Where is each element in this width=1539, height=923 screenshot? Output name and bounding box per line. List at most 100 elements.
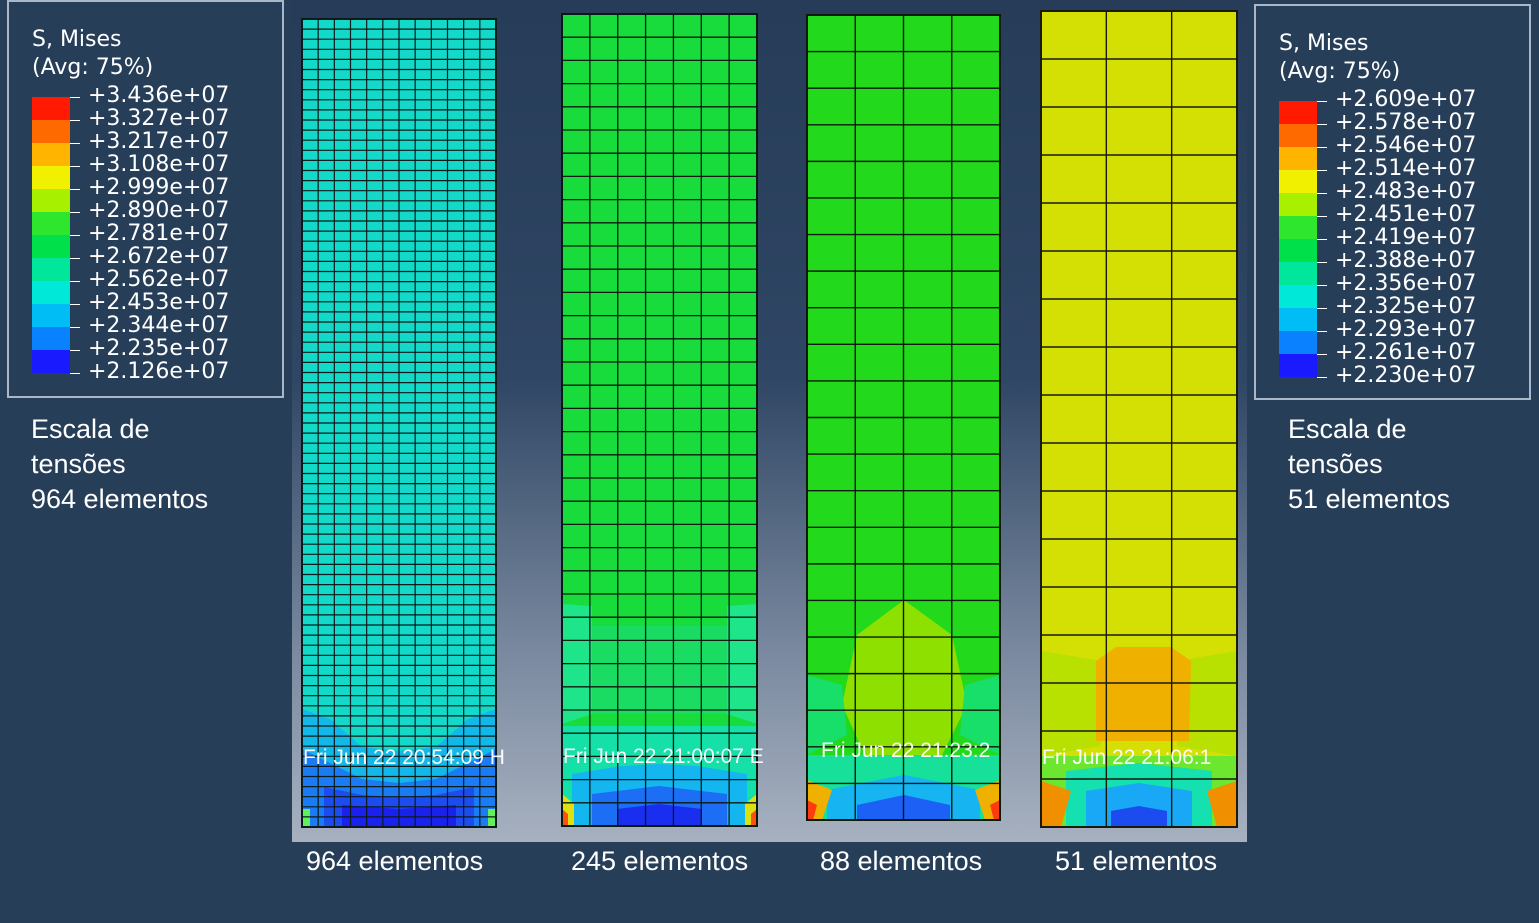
legend-tick: [70, 373, 80, 374]
legend-swatch: [32, 166, 70, 189]
legend-tick: [1317, 239, 1327, 240]
legend-value: +2.126e+07: [88, 359, 230, 384]
legend-swatch: [1279, 262, 1317, 285]
legend-swatch: [1279, 101, 1317, 124]
legend-value: +2.230e+07: [1335, 363, 1477, 388]
legend-swatch: [1279, 285, 1317, 308]
legend-tick: [1317, 285, 1327, 286]
legend-value: +2.293e+07: [1335, 317, 1477, 342]
legend-tick: [70, 143, 80, 144]
legend-swatch: [32, 258, 70, 281]
legend-tick: [1317, 354, 1327, 355]
legend-tick: [70, 166, 80, 167]
legend-value: +2.890e+07: [88, 198, 230, 223]
legend-value: +2.781e+07: [88, 221, 230, 246]
mesh-label-964: 964 elementos: [306, 846, 484, 876]
timestamp-245: Fri Jun 22 21:00:07 E: [563, 745, 764, 768]
timestamp-88: Fri Jun 22 21:23:2: [821, 739, 991, 762]
legend-swatch: [32, 327, 70, 350]
legend-swatch: [1279, 147, 1317, 170]
legend-swatch: [32, 120, 70, 143]
fem-mesh-245: [561, 13, 758, 827]
legend-swatch: [1279, 308, 1317, 331]
mesh-label-88: 88 elementos: [820, 846, 983, 876]
legend-tick: [1317, 262, 1327, 263]
timestamp-964: Fri Jun 22 20:54:09 H: [303, 746, 505, 769]
legend-value: +2.235e+07: [88, 336, 230, 361]
legend-swatch: [32, 189, 70, 212]
legend-swatch: [1279, 170, 1317, 193]
legend-value: +3.327e+07: [88, 106, 230, 131]
legend-value: +2.344e+07: [88, 313, 230, 338]
legend-left: S, Mises (Avg: 75%) +3.436e+07 +3.327e+07…: [7, 0, 284, 398]
legend-value: +2.999e+07: [88, 175, 230, 200]
caption-line: 51 elementos: [1288, 484, 1451, 514]
legend-title: S, Mises (Avg: 75%): [32, 27, 154, 80]
legend-swatch: [1279, 239, 1317, 262]
legend-tick: [70, 304, 80, 305]
legend-tick: [70, 189, 80, 190]
legend-swatch: [32, 212, 70, 235]
legend-tick: [1317, 124, 1327, 125]
legend-value: +3.217e+07: [88, 129, 230, 154]
legend-swatch: [1279, 193, 1317, 216]
legend-value: +2.578e+07: [1335, 110, 1477, 135]
fem-mesh-51: [1040, 10, 1238, 828]
legend-tick: [1317, 170, 1327, 171]
legend-value: +2.388e+07: [1335, 248, 1477, 273]
legend-value: +2.451e+07: [1335, 202, 1477, 227]
legend-tick: [70, 120, 80, 121]
caption-line: Escala de: [31, 414, 150, 444]
legend-tick: [1317, 101, 1327, 102]
mesh-label-245: 245 elementos: [571, 846, 749, 876]
legend-value: +2.453e+07: [88, 290, 230, 315]
legend-tick: [70, 327, 80, 328]
caption-line: tensões: [31, 449, 126, 479]
fem-mesh-964: [301, 18, 497, 828]
legend-swatch: [1279, 216, 1317, 239]
legend-swatch: [1279, 124, 1317, 147]
legend-value: +3.108e+07: [88, 152, 230, 177]
legend-value: +2.514e+07: [1335, 156, 1477, 181]
legend-tick: [1317, 331, 1327, 332]
legend-tick: [1317, 147, 1327, 148]
legend-tick: [70, 281, 80, 282]
legend-value: +2.672e+07: [88, 244, 230, 269]
legend-tick: [70, 97, 80, 98]
legend-value: +2.562e+07: [88, 267, 230, 292]
legend-swatch: [1279, 354, 1317, 377]
legend-right-caption: Escala de tensões 51 elementos: [1288, 412, 1450, 517]
legend-swatch: [32, 350, 70, 373]
caption-line: 964 elementos: [31, 484, 209, 514]
legend-value: +2.356e+07: [1335, 271, 1477, 296]
legend-tick: [1317, 216, 1327, 217]
legend-value: +2.483e+07: [1335, 179, 1477, 204]
legend-left-caption: Escala de tensões 964 elementos: [31, 412, 208, 517]
legend-value: +2.419e+07: [1335, 225, 1477, 250]
legend-title: S, Mises (Avg: 75%): [1279, 31, 1401, 84]
legend-value: +2.261e+07: [1335, 340, 1477, 365]
legend-swatch: [32, 143, 70, 166]
fem-mesh-88: [806, 14, 1001, 821]
legend-swatch: [1279, 331, 1317, 354]
legend-tick: [1317, 193, 1327, 194]
legend-right: S, Mises (Avg: 75%) +2.609e+07 +2.578e+07…: [1254, 4, 1531, 400]
legend-value: +2.609e+07: [1335, 87, 1477, 112]
mesh-label-51: 51 elementos: [1055, 846, 1218, 876]
legend-tick: [1317, 308, 1327, 309]
legend-tick: [70, 258, 80, 259]
legend-tick: [1317, 377, 1327, 378]
legend-tick: [70, 235, 80, 236]
legend-swatch: [32, 281, 70, 304]
legend-tick: [70, 350, 80, 351]
caption-line: tensões: [1288, 449, 1383, 479]
legend-value: +2.325e+07: [1335, 294, 1477, 319]
legend-swatch: [32, 97, 70, 120]
legend-swatch: [32, 304, 70, 327]
caption-line: Escala de: [1288, 414, 1407, 444]
timestamp-51: Fri Jun 22 21:06:1: [1042, 746, 1212, 769]
legend-value: +2.546e+07: [1335, 133, 1477, 158]
legend-value: +3.436e+07: [88, 83, 230, 108]
legend-tick: [70, 212, 80, 213]
legend-swatch: [32, 235, 70, 258]
